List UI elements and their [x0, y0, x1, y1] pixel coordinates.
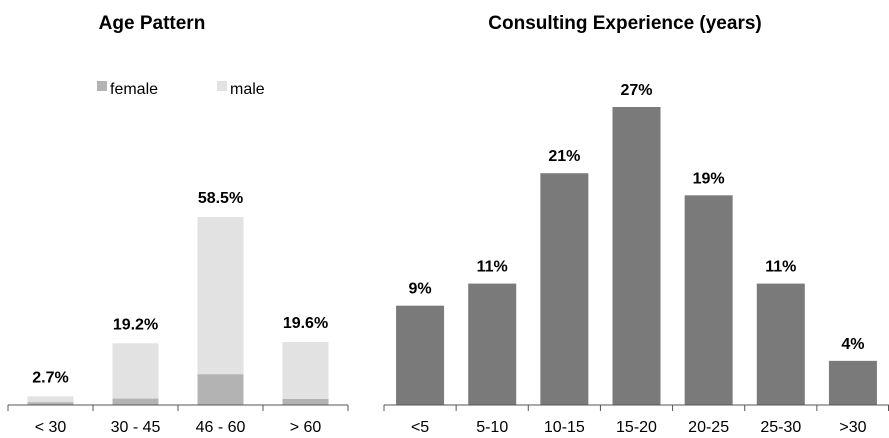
bar-female-1: [112, 398, 159, 405]
legend-swatch-male: [217, 81, 227, 91]
x-tick-label-0: <5: [411, 419, 429, 436]
data-label-3: 27%: [620, 82, 652, 99]
x-tick-label-1: 30 - 45: [111, 419, 161, 436]
x-tick-label-2: 46 - 60: [196, 419, 246, 436]
legend-label-female: female: [110, 81, 158, 98]
bar-female-0: [27, 402, 74, 405]
bar-experience-5: [756, 283, 805, 405]
bar-experience-2: [540, 173, 589, 405]
age-pattern-data-labels: 2.7% 19.2% 58.5% 19.6%: [32, 190, 328, 386]
bar-experience-6: [828, 360, 877, 405]
data-label-2: 58.5%: [198, 190, 243, 207]
bar-female-3: [282, 398, 329, 405]
data-label-1: 11%: [477, 259, 508, 276]
age-pattern-chart: Age Pattern female male 2.7% 19.2% 58.5% 19…: [7, 13, 349, 436]
x-tick-label-2: 10-15: [544, 419, 585, 436]
bar-male-3: [282, 342, 329, 399]
data-label-5: 11%: [765, 259, 796, 276]
consulting-experience-data-labels: 9% 11% 21% 27% 19% 11% 4%: [409, 82, 865, 353]
bar-male-1: [112, 343, 159, 399]
bar-female-2: [197, 374, 244, 405]
legend-label-male: male: [230, 81, 265, 98]
x-tick-label-4: 20-25: [688, 419, 729, 436]
data-label-0: 2.7%: [32, 369, 68, 386]
consulting-experience-bars: [396, 107, 877, 405]
data-label-4: 19%: [693, 170, 725, 187]
consulting-experience-title: Consulting Experience (years): [488, 13, 761, 34]
bar-male-2: [197, 217, 244, 375]
x-tick-label-1: 5-10: [476, 419, 508, 436]
bar-experience-3: [612, 107, 661, 405]
bar-experience-0: [396, 305, 445, 405]
data-label-2: 21%: [548, 148, 580, 165]
x-tick-label-0: < 30: [35, 419, 67, 436]
bar-experience-1: [468, 283, 517, 405]
consulting-experience-x-axis: <5 5-10 10-15 15-20 20-25 25-30 >30: [383, 404, 889, 436]
bar-experience-4: [684, 195, 733, 405]
consulting-experience-chart: Consulting Experience (years) 9% 11% 21% 27…: [383, 13, 889, 436]
data-label-1: 19.2%: [113, 316, 158, 333]
age-pattern-bars: [27, 217, 329, 405]
bar-male-0: [27, 396, 74, 403]
age-pattern-title: Age Pattern: [99, 13, 206, 34]
data-label-0: 9%: [409, 281, 432, 298]
x-tick-label-6: >30: [839, 419, 866, 436]
x-tick-label-5: 25-30: [760, 419, 801, 436]
x-tick-label-3: > 60: [290, 419, 322, 436]
age-pattern-x-axis: < 30 30 - 45 46 - 60 > 60: [7, 404, 349, 436]
age-pattern-legend: female male: [97, 81, 265, 98]
x-tick-label-3: 15-20: [616, 419, 657, 436]
legend-swatch-female: [97, 81, 107, 91]
data-label-6: 4%: [841, 336, 864, 353]
data-label-3: 19.6%: [283, 315, 328, 332]
